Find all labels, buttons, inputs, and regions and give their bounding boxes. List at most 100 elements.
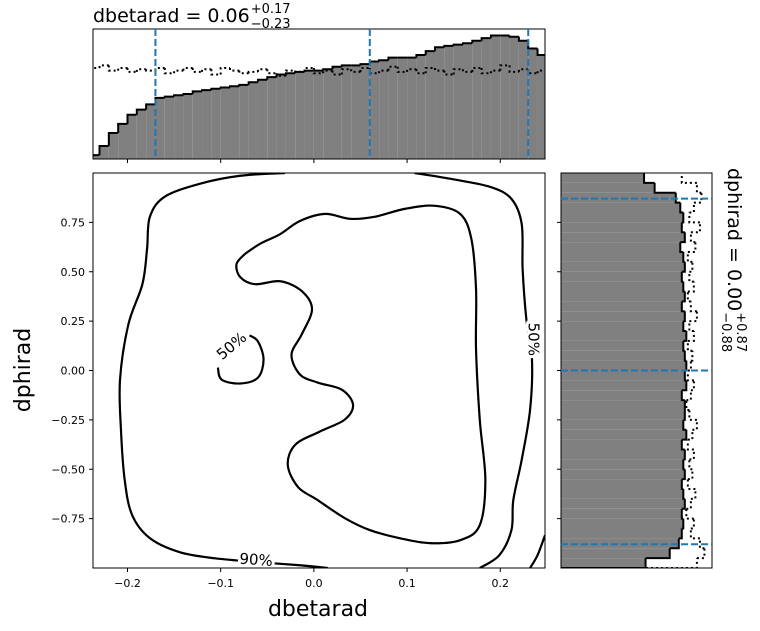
hist-bar <box>229 86 240 159</box>
hist-step <box>126 113 137 124</box>
top-title-sup: +0.17 <box>251 2 291 17</box>
hist-step <box>98 64 109 68</box>
hist-bar <box>561 301 682 312</box>
hist-bar <box>146 104 156 159</box>
hist-step <box>247 81 258 85</box>
hist-bar <box>435 47 445 159</box>
hist-step <box>536 48 545 56</box>
hist-step <box>653 182 676 194</box>
hist-step <box>499 64 510 71</box>
hist-step <box>688 271 694 283</box>
contour-line <box>235 204 487 545</box>
hist-step <box>686 390 692 402</box>
hist-step <box>284 69 296 76</box>
right-title: dphirad = 0.00 <box>723 168 745 311</box>
hist-bar <box>174 95 184 159</box>
hist-step <box>322 68 333 71</box>
hist-bar <box>500 35 510 159</box>
hist-step <box>163 68 175 75</box>
right-title-group: dphirad = 0.00 +0.87 −0.88 <box>718 168 748 352</box>
hist-step <box>359 67 370 72</box>
hist-bar <box>276 74 286 159</box>
hist-step <box>461 69 473 73</box>
hist-step <box>682 281 685 293</box>
hist-bar <box>561 192 676 203</box>
hist-bar <box>561 370 685 381</box>
hist-bar <box>561 558 646 568</box>
y-tick-label: −0.25 <box>51 414 85 427</box>
hist-step <box>690 222 701 234</box>
hist-step <box>679 202 684 214</box>
y-tick-label: 0.25 <box>61 315 86 328</box>
hist-step <box>643 173 655 184</box>
hist-bar <box>561 459 684 470</box>
axes-overlay: dbetarad dphirad dbetarad = 0.06 +0.17 −… <box>11 2 748 622</box>
hist-step <box>645 548 671 560</box>
hist-bar <box>481 38 491 159</box>
hist-step <box>294 70 305 73</box>
right-title-sub: −0.88 <box>718 312 733 352</box>
hist-bar <box>490 35 501 159</box>
hist-step <box>508 35 519 38</box>
hist-bar <box>416 55 426 159</box>
hist-bar <box>561 489 684 499</box>
hist-step <box>173 94 184 97</box>
hist-bar <box>561 469 685 480</box>
hist-bar <box>248 82 258 159</box>
hist-step <box>434 68 445 72</box>
hist-step <box>340 68 352 75</box>
hist-step <box>145 69 156 72</box>
hist-step <box>680 479 684 490</box>
hist-bar <box>388 57 398 159</box>
hist-step <box>681 380 688 392</box>
hist-step <box>266 69 277 75</box>
hist-bar <box>99 146 109 159</box>
hist-step <box>322 69 333 74</box>
hist-step <box>201 89 212 92</box>
hist-step <box>680 173 697 184</box>
hist-step <box>219 67 230 75</box>
hist-step <box>517 68 529 72</box>
hist-step <box>680 390 685 402</box>
hist-bar <box>407 57 417 159</box>
hist-step <box>387 56 398 61</box>
contour-label: 50% <box>524 323 542 356</box>
hist-bar <box>561 410 685 420</box>
hist-bar <box>561 331 687 341</box>
hist-step <box>686 439 694 451</box>
y-tick-label: −0.75 <box>51 513 85 526</box>
x-tick-label: −0.1 <box>207 577 234 590</box>
hist-step <box>312 68 324 75</box>
hist-step <box>687 360 692 372</box>
hist-bar <box>561 350 685 361</box>
hist-bar <box>462 43 473 159</box>
hist-bar <box>341 65 352 159</box>
hist-bar <box>561 340 684 351</box>
hist-step <box>689 202 695 214</box>
hist-bar <box>561 261 685 272</box>
hist-step <box>687 281 695 293</box>
hist-bar <box>561 182 655 193</box>
hist-bar <box>561 252 684 262</box>
hist-step <box>681 261 686 273</box>
hist-step <box>681 212 685 224</box>
hist-bar <box>561 212 684 223</box>
hist-step <box>681 469 686 481</box>
hist-step <box>117 122 128 133</box>
hist-step <box>378 59 389 62</box>
x-tick-label: −0.2 <box>114 577 141 590</box>
hist-bar <box>561 281 684 292</box>
hist-step <box>163 95 175 98</box>
hist-step <box>452 68 463 75</box>
hist-step <box>680 301 685 313</box>
hist-bar <box>561 360 687 371</box>
hist-bar <box>561 242 681 252</box>
hist-bar <box>561 390 682 401</box>
hist-step <box>107 65 119 72</box>
hist-step <box>480 37 491 41</box>
hist-step <box>378 69 389 74</box>
hist-step <box>669 538 680 550</box>
hist-bar <box>332 66 342 159</box>
hist-step <box>135 68 147 72</box>
hist-step <box>682 340 685 352</box>
